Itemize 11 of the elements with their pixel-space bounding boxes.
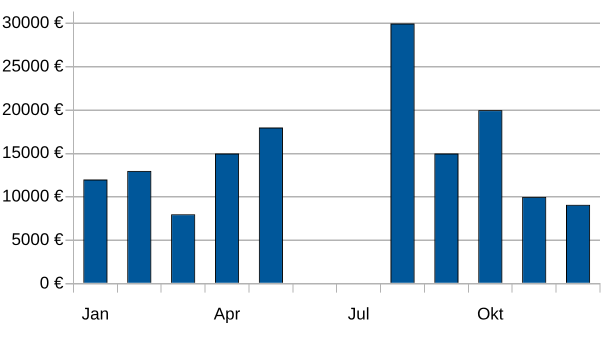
x-tick-label: Apr (214, 304, 241, 324)
y-tick-label: 0 € (40, 273, 64, 292)
x-tick-label: Jul (348, 304, 370, 324)
y-tick-label: 15000 € (2, 143, 64, 162)
y-tick-label: 30000 € (2, 13, 64, 32)
y-tick-label: 25000 € (2, 56, 64, 76)
y-tick-label: 20000 € (2, 100, 64, 119)
y-tick-label: 10000 € (2, 186, 64, 206)
x-tick-label: Jan (82, 304, 110, 324)
x-tick-label: Okt (477, 304, 504, 324)
y-tick-label: 5000 € (11, 230, 64, 249)
